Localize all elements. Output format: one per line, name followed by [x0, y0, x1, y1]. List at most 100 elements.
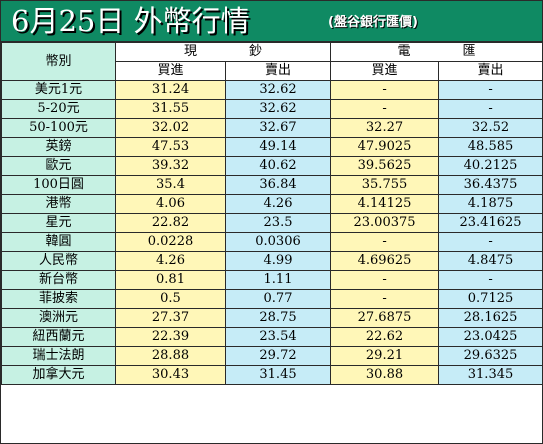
table-row: 歐元 39.32 40.62 39.5625 40.2125 [1, 156, 543, 176]
table-row: 澳洲元 27.37 28.75 27.6875 28.1625 [1, 308, 543, 328]
cash-buy-header: 買進 [115, 61, 226, 81]
wire-sell-value: 23.41625 [438, 213, 543, 233]
currency-name: 紐西蘭元 [1, 327, 116, 347]
wire-sell-value: 23.0425 [438, 327, 543, 347]
wire-group-header: 電 匯 [330, 42, 543, 62]
cash-sell-value: 32.62 [224, 99, 332, 119]
currency-name: 100日圓 [1, 175, 116, 195]
currency-name: 英鎊 [1, 137, 116, 157]
cash-sell-value: 28.75 [224, 308, 332, 328]
wire-buy-value: 27.6875 [330, 308, 440, 328]
wire-buy-value: - [330, 270, 440, 290]
header-row-sub: 買進 賣出 買進 賣出 [2, 61, 543, 81]
wire-sell-value: - [438, 99, 543, 119]
currency-name: 5-20元 [1, 99, 116, 119]
cash-sell-value: 36.84 [224, 175, 332, 195]
currency-name: 星元 [1, 213, 116, 233]
currency-name: 人民幣 [1, 251, 116, 271]
cash-buy-value: 0.5 [115, 289, 226, 309]
cash-sell-value: 0.0306 [224, 232, 332, 252]
table-row: 50-100元 32.02 32.67 32.27 32.52 [1, 118, 543, 138]
wire-buy-value: - [330, 289, 440, 309]
table-row: 5-20元 31.55 32.62- - [1, 99, 543, 119]
wire-buy-value: - [330, 99, 440, 119]
wire-sell-value: 4.8475 [438, 251, 543, 271]
cash-group-header: 現 鈔 [114, 42, 332, 62]
table-row: 紐西蘭元 22.39 23.54 22.62 23.0425 [1, 327, 543, 347]
wire-sell-value: - [438, 232, 543, 252]
header-row-groups: 幣別 現 鈔 電 匯 [1, 42, 543, 81]
table-row: 菲披索 0.5 0.77-0.7125 [1, 289, 543, 309]
wire-sell-value: 40.2125 [438, 156, 543, 176]
cash-sell-value: 31.45 [224, 365, 332, 385]
wire-buy-value: - [330, 80, 440, 100]
cash-buy-value: 22.82 [115, 213, 226, 233]
table-row: 100日圓 35.4 36.84 35.755 36.4375 [1, 175, 543, 195]
cash-buy-value: 4.06 [115, 194, 226, 214]
currency-column-header: 幣別 [1, 42, 116, 81]
cash-buy-value: 47.53 [115, 137, 226, 157]
currency-name: 菲披索 [1, 289, 116, 309]
cash-sell-value: 4.99 [224, 251, 332, 271]
cash-sell-value: 40.62 [224, 156, 332, 176]
cash-buy-value: 0.81 [115, 270, 226, 290]
table-row: 英鎊 47.53 49.14 47.9025 48.585 [1, 137, 543, 157]
wire-sell-value: 36.4375 [438, 175, 543, 195]
currency-name: 澳洲元 [1, 308, 116, 328]
wire-sell-value: 32.52 [438, 118, 543, 138]
currency-name: 加拿大元 [1, 365, 116, 385]
table-row: 人民幣 4.26 4.99 4.69625 4.8475 [1, 251, 543, 271]
cash-sell-value: 32.67 [224, 118, 332, 138]
currency-name: 港幣 [1, 194, 116, 214]
cash-sell-header: 賣出 [224, 61, 332, 81]
cash-buy-value: 27.37 [115, 308, 226, 328]
cash-sell-value: 0.77 [224, 289, 332, 309]
wire-sell-value: 0.7125 [438, 289, 543, 309]
cash-sell-value: 49.14 [224, 137, 332, 157]
wire-buy-value: 35.755 [330, 175, 440, 195]
wire-sell-header: 賣出 [438, 61, 543, 81]
wire-buy-value: 32.27 [330, 118, 440, 138]
wire-buy-value: 23.00375 [330, 213, 440, 233]
wire-buy-value: - [330, 232, 440, 252]
currency-name: 美元1元 [1, 80, 116, 100]
cash-buy-value: 35.4 [115, 175, 226, 195]
table-row: 美元1元 31.24 32.62- - [1, 80, 543, 100]
rates-table-body: 幣別 現 鈔 電 匯 買進 賣出 買進 賣出 美元1元 31.24 32.62- -5… [1, 42, 543, 385]
cash-buy-value: 30.43 [115, 365, 226, 385]
currency-name: 50-100元 [1, 118, 116, 138]
bank-source-label: (盤谷銀行匯價) [328, 15, 418, 30]
wire-buy-value: 29.21 [330, 346, 440, 366]
wire-sell-value: 29.6325 [438, 346, 543, 366]
cash-sell-value: 23.5 [224, 213, 332, 233]
cash-buy-value: 32.02 [115, 118, 226, 138]
wire-buy-value: 22.62 [330, 327, 440, 347]
cash-buy-value: 39.32 [115, 156, 226, 176]
table-row: 韓圓 0.0228 0.0306- - [1, 232, 543, 252]
cash-sell-value: 32.62 [224, 80, 332, 100]
wire-sell-value: 31.345 [438, 365, 543, 385]
rates-table: 幣別 現 鈔 電 匯 買進 賣出 買進 賣出 美元1元 31.24 32.62- -5… [1, 42, 543, 385]
wire-buy-header: 買進 [330, 61, 440, 81]
table-row: 港幣 4.06 4.26 4.14125 4.1875 [1, 194, 543, 214]
table-row: 加拿大元 30.43 31.45 30.88 31.345 [1, 365, 543, 385]
wire-sell-value: 4.1875 [438, 194, 543, 214]
cash-sell-value: 23.54 [224, 327, 332, 347]
wire-sell-value: - [438, 80, 543, 100]
table-row: 星元 22.82 23.5 23.00375 23.41625 [1, 213, 543, 233]
cash-buy-value: 0.0228 [115, 232, 226, 252]
wire-buy-value: 4.14125 [330, 194, 440, 214]
table-row: 新台幣 0.81 1.11- - [1, 270, 543, 290]
wire-sell-value: - [438, 270, 543, 290]
currency-name: 瑞士法朗 [1, 346, 116, 366]
cash-buy-value: 28.88 [115, 346, 226, 366]
cash-buy-value: 4.26 [115, 251, 226, 271]
page-title: 6月25日 外幣行情 [11, 4, 250, 38]
currency-name: 韓圓 [1, 232, 116, 252]
cash-sell-value: 29.72 [224, 346, 332, 366]
wire-buy-value: 4.69625 [330, 251, 440, 271]
table-row: 瑞士法朗 28.88 29.72 29.21 29.6325 [1, 346, 543, 366]
wire-buy-value: 30.88 [330, 365, 440, 385]
cash-buy-value: 22.39 [115, 327, 226, 347]
